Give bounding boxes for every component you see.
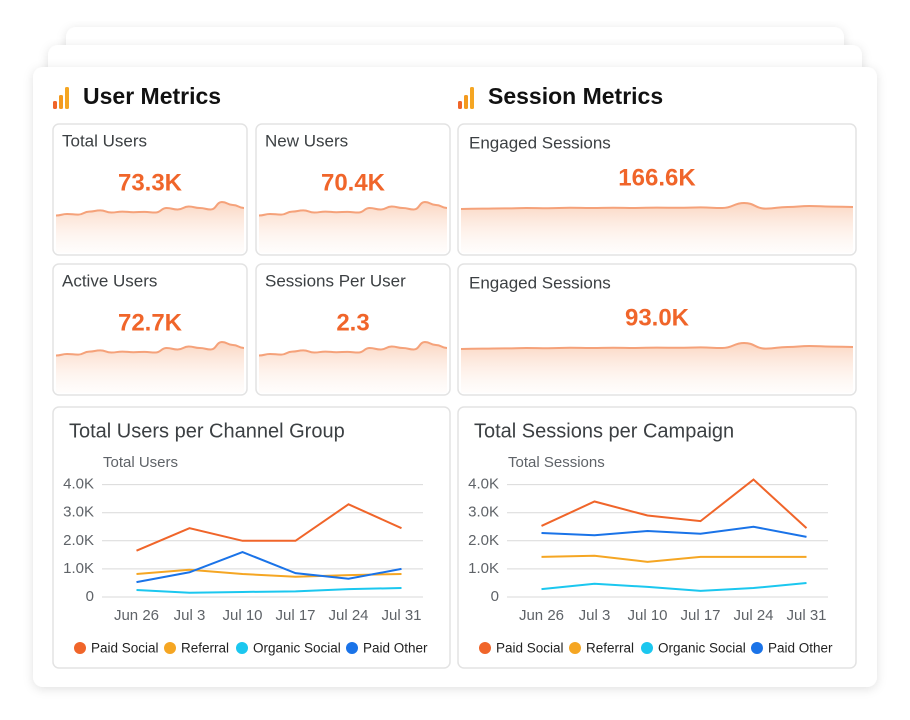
y-tick-label: 3.0K — [468, 504, 499, 521]
y-tick-label: 0 — [491, 588, 499, 605]
sparkline-area — [461, 343, 853, 393]
metric-label: Active Users — [62, 271, 157, 290]
legend-label: Paid Other — [768, 641, 833, 656]
metric-label: Engaged Sessions — [469, 133, 611, 152]
y-tick-label: 4.0K — [63, 476, 94, 493]
y-tick-label: 2.0K — [468, 532, 499, 549]
legend-label: Organic Social — [253, 641, 341, 656]
chart-title: Total Users per Channel Group — [69, 420, 345, 442]
legend-swatch — [569, 642, 581, 654]
icon — [53, 87, 69, 109]
x-tick-label: Jul 10 — [222, 607, 262, 624]
chart-card — [52, 406, 451, 669]
legend-swatch — [479, 642, 491, 654]
x-tick-label: Jul 17 — [275, 607, 315, 624]
x-tick-label: Jul 3 — [579, 607, 611, 624]
legend-swatch — [164, 642, 176, 654]
legend-label: Paid Other — [363, 641, 428, 656]
metric-label: New Users — [265, 131, 348, 150]
x-tick-label: Jul 24 — [328, 607, 368, 624]
legend-swatch — [74, 642, 86, 654]
metric-label: Sessions Per User — [265, 271, 406, 290]
legend-label: Referral — [181, 641, 229, 656]
x-tick-label: Jun 26 — [519, 607, 564, 624]
y-tick-label: 2.0K — [63, 532, 94, 549]
sparkline — [258, 200, 448, 217]
y-tick-label: 1.0K — [468, 560, 499, 577]
legend-swatch — [751, 642, 763, 654]
y-tick-label: 0 — [86, 588, 94, 605]
metric-value: 72.7K — [118, 309, 183, 336]
sparkline-area — [56, 202, 244, 253]
sparkline-area — [56, 342, 244, 393]
sparkline — [55, 200, 245, 217]
legend-swatch — [641, 642, 653, 654]
chart-title: Total Sessions per Campaign — [474, 420, 734, 442]
legend-label: Paid Social — [496, 641, 564, 656]
sparkline-area — [259, 342, 447, 393]
series-line — [541, 554, 807, 563]
sparkline — [258, 340, 448, 357]
series-line — [541, 581, 807, 592]
y-tick-label: 3.0K — [63, 504, 94, 521]
sparkline-area — [259, 202, 447, 253]
metric-value: 70.4K — [321, 169, 386, 196]
legend-label: Referral — [586, 641, 634, 656]
metric-label: Engaged Sessions — [469, 273, 611, 292]
series-line — [136, 568, 402, 578]
legend-swatch — [346, 642, 358, 654]
sparkline — [460, 201, 854, 210]
section-title: Session Metrics — [488, 83, 663, 109]
y-axis-label: Total Users — [103, 454, 178, 471]
metric-value: 93.0K — [625, 304, 690, 331]
sparkline — [460, 341, 854, 350]
legend-swatch — [236, 642, 248, 654]
x-tick-label: Jul 17 — [680, 607, 720, 624]
chart-card — [457, 406, 857, 669]
x-tick-label: Jul 10 — [627, 607, 667, 624]
y-tick-label: 1.0K — [63, 560, 94, 577]
metric-value: 73.3K — [118, 169, 183, 196]
series-line — [136, 503, 402, 552]
series-line — [136, 587, 402, 594]
x-tick-label: Jun 26 — [114, 607, 159, 624]
legend-label: Organic Social — [658, 641, 746, 656]
icon — [458, 87, 474, 109]
x-tick-label: Jul 31 — [381, 607, 421, 624]
sparkline — [55, 340, 245, 357]
x-tick-label: Jul 31 — [786, 607, 826, 624]
sparkline-area — [461, 203, 853, 253]
series-line — [136, 550, 402, 584]
series-line — [541, 525, 807, 538]
y-tick-label: 4.0K — [468, 476, 499, 493]
metric-value: 2.3 — [336, 309, 369, 336]
section-title: User Metrics — [83, 83, 221, 109]
metric-label: Total Users — [62, 131, 147, 150]
metric-value: 166.6K — [618, 164, 696, 191]
legend-label: Paid Social — [91, 641, 159, 656]
x-tick-label: Jul 3 — [174, 607, 206, 624]
y-axis-label: Total Sessions — [508, 454, 605, 471]
series-line — [541, 478, 808, 529]
x-tick-label: Jul 24 — [733, 607, 773, 624]
